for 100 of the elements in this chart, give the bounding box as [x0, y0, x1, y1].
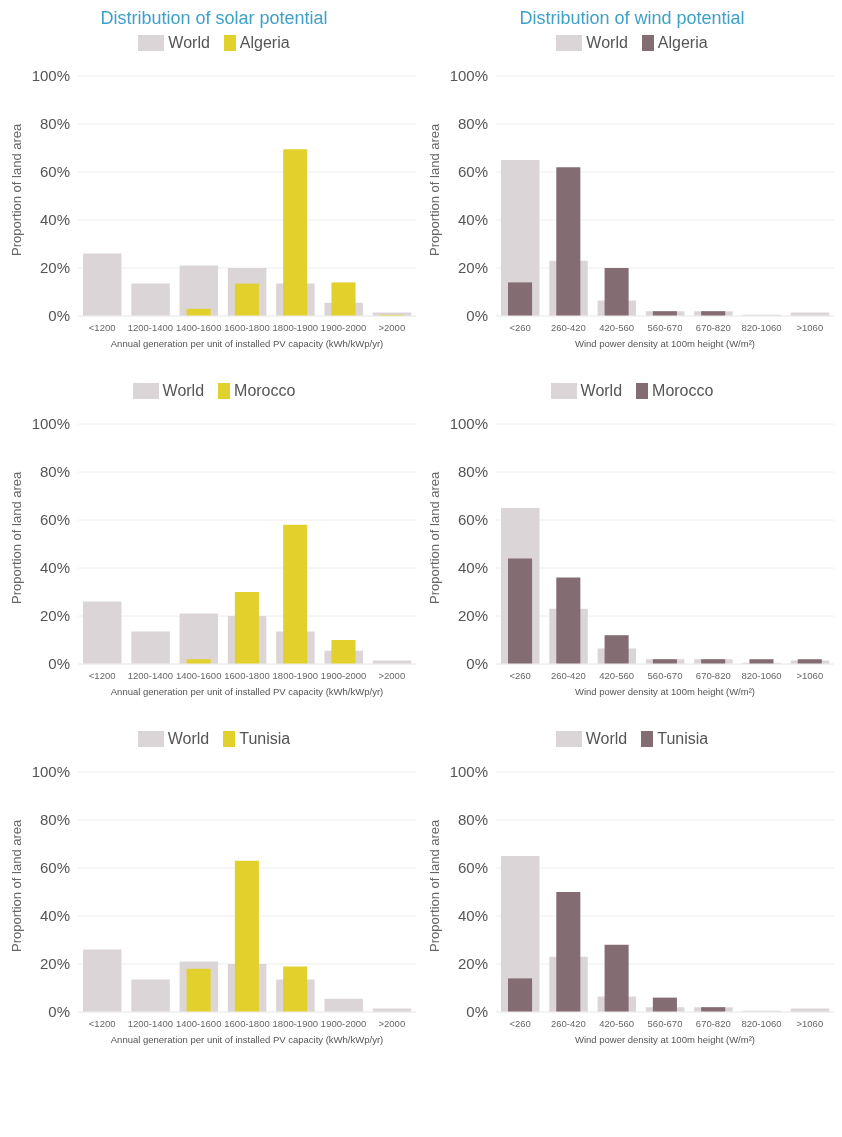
- x-tick-label: <260: [509, 1017, 531, 1029]
- x-tick-label: >2000: [378, 1017, 406, 1029]
- x-tick-label: <260: [509, 669, 531, 681]
- x-tick-label: 560-670: [647, 1017, 683, 1029]
- legend-label: World: [162, 382, 205, 400]
- x-tick-label: 1800-1900: [272, 321, 318, 333]
- legend-label: World: [167, 730, 210, 748]
- x-tick-label: <1200: [88, 1017, 116, 1029]
- legend-label: Algeria: [657, 34, 708, 52]
- x-axis-title: Wind power density at 100m height (W/m²): [574, 1034, 756, 1045]
- y-tick-label: 80%: [39, 115, 70, 133]
- x-tick-label: 670-820: [695, 1017, 731, 1029]
- x-tick-label: 420-560: [599, 669, 635, 681]
- legend-label: Tunisia: [657, 730, 709, 748]
- x-tick-label: >1060: [796, 321, 824, 333]
- x-tick-label: 260-420: [550, 321, 586, 333]
- x-tick-label: 1800-1900: [272, 1017, 318, 1029]
- y-tick-label: 100%: [449, 415, 488, 433]
- y-tick-label: 100%: [31, 763, 70, 781]
- x-tick-label: 1900-2000: [320, 1017, 367, 1029]
- x-tick-label: >2000: [378, 669, 406, 681]
- legend-label: Morocco: [234, 382, 296, 400]
- y-axis-title: Proportion of land area: [426, 122, 442, 256]
- y-tick-label: 40%: [39, 907, 70, 925]
- y-tick-label: 60%: [457, 511, 488, 529]
- legend-label: World: [168, 34, 210, 52]
- x-axis-title: Annual generation per unit of installed PV capacity (kWh/kWp/yr): [110, 1034, 384, 1045]
- legend-label: Tunisia: [239, 730, 291, 748]
- y-tick-label: 80%: [457, 463, 488, 481]
- y-axis-title: Proportion of land area: [8, 470, 24, 604]
- x-tick-label: 670-820: [695, 321, 731, 333]
- x-tick-label: 260-420: [550, 1017, 586, 1029]
- y-tick-label: 80%: [457, 115, 488, 133]
- x-tick-label: 1900-2000: [320, 669, 367, 681]
- legend-label: World: [585, 730, 628, 748]
- y-tick-label: 100%: [449, 67, 488, 85]
- y-tick-label: 40%: [457, 559, 488, 577]
- x-axis-title: Wind power density at 100m height (W/m²): [574, 338, 756, 349]
- y-axis-title: Proportion of land area: [8, 122, 24, 256]
- x-tick-label: >1060: [796, 669, 824, 681]
- x-tick-label: 1200-1400: [127, 321, 174, 333]
- x-tick-label: 1600-1800: [224, 1017, 270, 1029]
- y-tick-label: 0%: [48, 655, 70, 673]
- x-tick-label: 1200-1400: [127, 669, 174, 681]
- x-tick-label: 1400-1600: [176, 321, 222, 333]
- y-tick-label: 0%: [466, 1003, 488, 1021]
- y-tick-label: 40%: [457, 211, 488, 229]
- y-tick-label: 0%: [466, 655, 488, 673]
- y-tick-label: 100%: [449, 763, 488, 781]
- x-tick-label: 820-1060: [741, 321, 782, 333]
- y-axis-title: Proportion of land area: [8, 818, 24, 952]
- x-tick-label: 420-560: [599, 1017, 635, 1029]
- y-tick-label: 100%: [31, 67, 70, 85]
- chart-title: Distribution of solar potential: [99, 8, 329, 30]
- x-tick-label: 560-670: [647, 321, 683, 333]
- x-tick-label: <1200: [88, 321, 116, 333]
- y-tick-label: 0%: [48, 307, 70, 325]
- y-tick-label: 60%: [39, 163, 70, 181]
- y-tick-label: 20%: [457, 259, 488, 277]
- x-axis-title: Wind power density at 100m height (W/m²): [574, 686, 756, 697]
- x-tick-label: 260-420: [550, 669, 586, 681]
- y-axis-title: Proportion of land area: [426, 470, 442, 604]
- y-tick-label: 20%: [39, 955, 70, 973]
- x-tick-label: 1800-1900: [272, 669, 318, 681]
- y-axis-title: Proportion of land area: [426, 818, 442, 952]
- x-tick-label: 1200-1400: [127, 1017, 174, 1029]
- x-tick-label: >1060: [796, 1017, 824, 1029]
- y-tick-label: 20%: [39, 259, 70, 277]
- x-tick-label: <260: [509, 321, 531, 333]
- y-tick-label: 40%: [457, 907, 488, 925]
- x-tick-label: 420-560: [599, 321, 635, 333]
- chart-title: Distribution of wind potential: [518, 8, 746, 30]
- x-tick-label: 1600-1800: [224, 321, 270, 333]
- x-tick-label: 670-820: [695, 669, 731, 681]
- legend-label: World: [586, 34, 628, 52]
- x-tick-label: 560-670: [647, 669, 683, 681]
- x-tick-label: 1400-1600: [176, 1017, 222, 1029]
- y-tick-label: 60%: [457, 163, 488, 181]
- x-tick-label: 820-1060: [741, 669, 782, 681]
- y-tick-label: 20%: [457, 955, 488, 973]
- y-tick-label: 0%: [48, 1003, 70, 1021]
- x-tick-label: 1400-1600: [176, 669, 222, 681]
- y-tick-label: 60%: [457, 859, 488, 877]
- y-tick-label: 40%: [39, 559, 70, 577]
- y-tick-label: 80%: [457, 811, 488, 829]
- y-tick-label: 60%: [39, 859, 70, 877]
- y-tick-label: 80%: [39, 811, 70, 829]
- x-axis-title: Annual generation per unit of installed PV capacity (kWh/kWp/yr): [110, 686, 384, 697]
- legend-label: Morocco: [652, 382, 714, 400]
- y-tick-label: 80%: [39, 463, 70, 481]
- x-tick-label: <1200: [88, 669, 116, 681]
- y-tick-label: 100%: [31, 415, 70, 433]
- y-tick-label: 20%: [39, 607, 70, 625]
- x-tick-label: 1900-2000: [320, 321, 367, 333]
- legend-label: World: [580, 382, 623, 400]
- y-tick-label: 20%: [457, 607, 488, 625]
- x-tick-label: 1600-1800: [224, 669, 270, 681]
- y-tick-label: 0%: [466, 307, 488, 325]
- legend-label: Algeria: [239, 34, 290, 52]
- y-tick-label: 40%: [39, 211, 70, 229]
